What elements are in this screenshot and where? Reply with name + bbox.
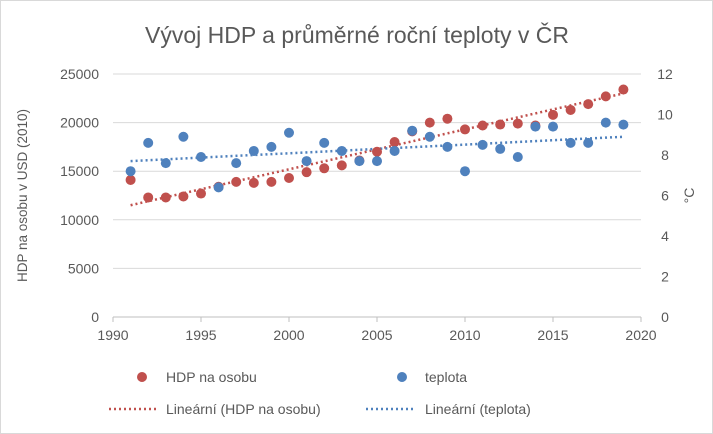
y2-tick-label: 10 <box>657 107 673 123</box>
teplota-point <box>442 141 453 152</box>
hdp-point <box>372 146 382 157</box>
teplota-point <box>196 152 206 163</box>
x-tick-label: 2010 <box>449 327 480 343</box>
hdp-point <box>600 91 611 102</box>
teplota-point <box>248 145 259 156</box>
hdp-point <box>284 173 294 184</box>
y2-tick-label: 8 <box>661 147 669 163</box>
teplota-point <box>565 137 576 148</box>
teplota-point <box>354 156 365 167</box>
hdp-point <box>196 188 206 199</box>
hdp-point <box>248 177 259 188</box>
hdp-point <box>336 160 347 171</box>
hdp-point <box>512 118 523 129</box>
x-tick-label: 2000 <box>273 327 304 343</box>
y2-tick-label: 12 <box>657 66 673 82</box>
teplota-point <box>460 166 470 177</box>
teplota-point <box>372 156 382 167</box>
y-axis-title: HDP na osobu v USD (2010) <box>15 109 30 282</box>
teplota-point <box>530 121 541 132</box>
hdp-point <box>125 174 136 185</box>
hdp-point <box>266 176 277 187</box>
y-tick-label: 15000 <box>60 163 99 179</box>
hdp-point <box>442 113 453 124</box>
x-tick-label: 2020 <box>625 327 656 343</box>
teplota-point <box>389 145 400 156</box>
teplota-point <box>600 117 611 128</box>
teplota-point <box>407 125 418 136</box>
hdp-point <box>319 163 330 174</box>
teplota-point <box>160 158 171 169</box>
hdp-point <box>178 191 189 202</box>
y2-axis-title: °C <box>681 188 697 204</box>
y-tick-label: 10000 <box>60 212 99 228</box>
teplota-point <box>125 166 136 177</box>
legend-label: Lineární (HDP na osobu) <box>166 401 321 417</box>
hdp-point <box>160 192 171 203</box>
y2-tick-label: 2 <box>661 269 669 285</box>
hdp-point <box>460 124 470 135</box>
legend-point-swatch <box>137 372 147 382</box>
teplota-point <box>495 143 506 154</box>
y-tick-label: 25000 <box>60 66 99 82</box>
teplota-point <box>336 145 347 156</box>
y2-tick-label: 4 <box>661 228 669 244</box>
teplota-point <box>213 182 224 193</box>
y2-tick-label: 6 <box>661 188 669 204</box>
teplota-point <box>512 152 523 163</box>
hdp-point <box>389 137 400 148</box>
legend-label: HDP na osobu <box>166 369 257 385</box>
hdp-point <box>548 109 558 120</box>
teplota-point <box>178 131 189 142</box>
teplota-point <box>319 137 330 148</box>
legend-label: teplota <box>425 369 467 385</box>
legend-label: Lineární (teplota) <box>425 401 531 417</box>
hdp-point <box>477 120 488 131</box>
legend-point-swatch <box>397 372 407 382</box>
x-tick-label: 1995 <box>185 327 216 343</box>
teplota-point <box>301 156 312 167</box>
x-tick-label: 2015 <box>537 327 568 343</box>
x-tick-label: 1990 <box>97 327 128 343</box>
y2-tick-label: 0 <box>661 309 669 325</box>
hdp-point <box>495 119 506 130</box>
data-points <box>125 84 629 203</box>
hdp-point <box>424 117 435 128</box>
teplota-point <box>583 137 594 148</box>
hdp-point <box>231 176 242 187</box>
y-tick-label: 5000 <box>68 260 99 276</box>
teplota-point <box>548 121 558 132</box>
teplota-point <box>266 141 277 152</box>
axes: 0 5000 10000 15000 20000 25000 0 2 4 6 8 10 12 1990 19… <box>15 66 697 343</box>
hdp-point <box>301 167 312 178</box>
hdp-point <box>583 99 594 110</box>
y-tick-label: 20000 <box>60 115 99 131</box>
hdp-point <box>143 192 154 203</box>
teplota-point <box>143 137 154 148</box>
grid-lines <box>113 73 641 318</box>
x-tick-label: 2005 <box>361 327 392 343</box>
hdp-point <box>618 84 629 95</box>
teplota-point <box>284 127 294 138</box>
teplota-point <box>231 158 242 169</box>
teplota-point <box>618 119 629 130</box>
legend: HDP na osobu teplota Lineární (HDP na osob… <box>109 369 531 417</box>
y-tick-label: 0 <box>91 309 99 325</box>
chart-title: Vývoj HDP a průměrné roční teploty v ČR <box>145 21 569 48</box>
hdp-point <box>565 104 576 115</box>
trendline-hdp <box>130 92 624 207</box>
teplota-point <box>424 131 435 142</box>
teplota-point <box>477 139 488 150</box>
